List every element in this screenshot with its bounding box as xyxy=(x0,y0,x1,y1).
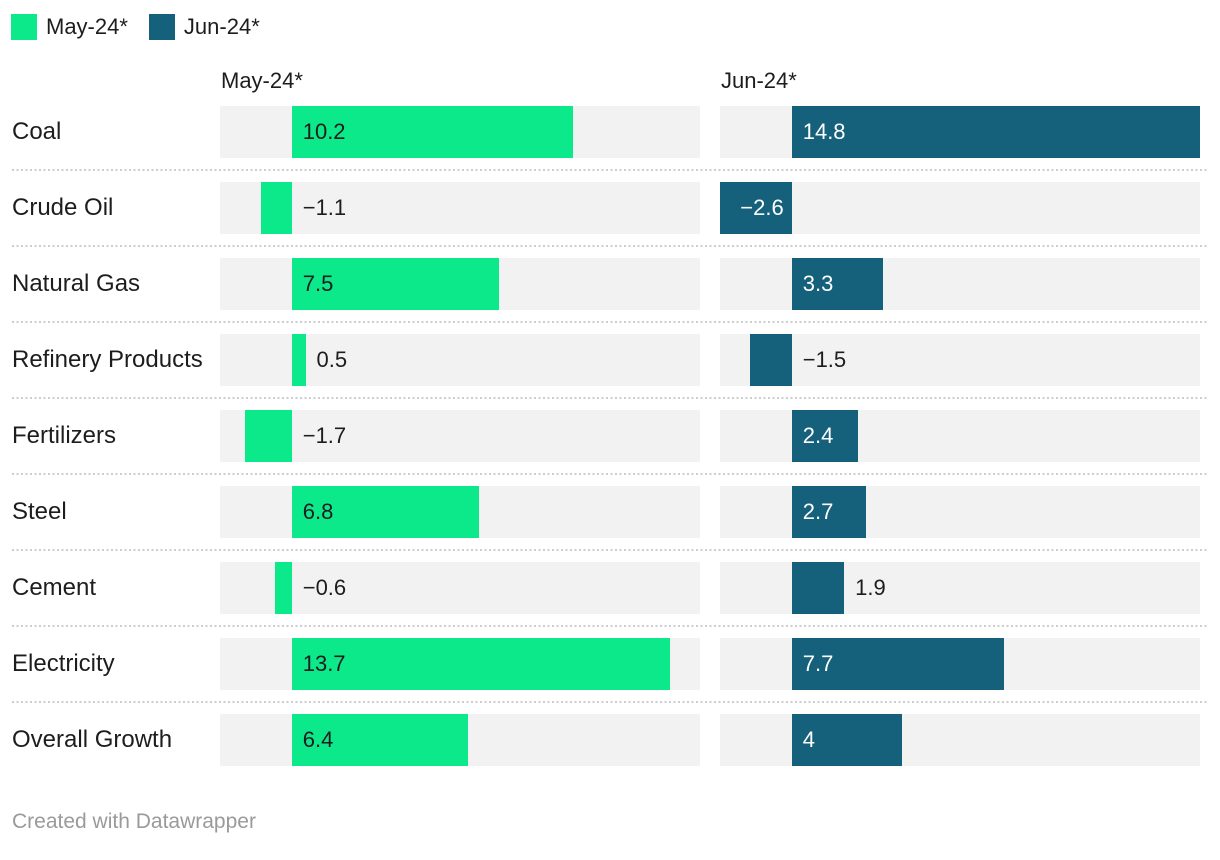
value-label: 14.8 xyxy=(802,119,846,144)
chart-row: Fertilizers −1.7 2.4 xyxy=(12,410,1208,475)
column-header-may: May-24* xyxy=(221,68,303,93)
chart-row: Electricity 13.7 7.7 xyxy=(12,638,1208,703)
bar-track: 6.8 xyxy=(220,486,700,538)
bar-may[interactable] xyxy=(261,182,292,234)
bar-jun[interactable] xyxy=(750,334,792,386)
legend-item-jun: Jun-24* xyxy=(148,14,260,40)
legend-label-may: May-24* xyxy=(46,14,128,39)
bar-may[interactable] xyxy=(291,258,499,310)
bar-track: −2.6 xyxy=(720,182,1200,234)
category-label: Overall Growth xyxy=(12,726,173,753)
bar-track: 14.8 xyxy=(720,106,1200,158)
chart-row: Natural Gas 7.5 3.3 xyxy=(12,258,1208,323)
value-label: 13.7 xyxy=(302,651,346,676)
category-label: Electricity xyxy=(12,650,115,677)
chart-footer: Created with Datawrapper xyxy=(12,810,1208,834)
column-headers: May-24* Jun-24* xyxy=(0,68,1220,94)
value-label: 2.4 xyxy=(802,423,834,448)
bar-jun[interactable] xyxy=(791,258,883,310)
category-label: Steel xyxy=(12,498,67,525)
value-label: −1.7 xyxy=(302,423,347,448)
value-label: −1.5 xyxy=(802,347,847,372)
chart-row: Crude Oil −1.1 −2.6 xyxy=(12,182,1208,247)
bar-may[interactable] xyxy=(275,562,292,614)
legend: May-24* Jun-24* xyxy=(11,14,1220,40)
category-label: Fertilizers xyxy=(12,422,117,449)
bar-jun[interactable] xyxy=(791,714,903,766)
bar-may[interactable] xyxy=(291,714,469,766)
column-header-jun: Jun-24* xyxy=(721,68,797,93)
bar-jun[interactable] xyxy=(791,410,858,462)
value-label: 1.9 xyxy=(855,575,886,600)
bar-track: 13.7 xyxy=(220,638,700,690)
value-label: 3.3 xyxy=(802,271,834,296)
value-label: 10.2 xyxy=(302,119,346,144)
legend-swatch-may-icon xyxy=(11,14,37,40)
legend-swatch-jun-icon xyxy=(148,14,175,40)
bar-track: 0.5 xyxy=(220,334,700,386)
chart-row: Coal 10.2 14.8 xyxy=(12,106,1208,171)
value-label: 7.5 xyxy=(302,271,334,296)
bar-track: 6.4 xyxy=(220,714,700,766)
legend-item-may: May-24* xyxy=(11,14,128,40)
bar-track: 7.7 xyxy=(720,638,1200,690)
bar-may[interactable] xyxy=(291,486,480,538)
bar-track: 3.3 xyxy=(720,258,1200,310)
bar-track: −1.1 xyxy=(220,182,700,234)
value-label: 6.8 xyxy=(302,499,334,524)
bar-may[interactable] xyxy=(291,334,306,386)
bar-track: −1.5 xyxy=(720,334,1200,386)
category-label: Refinery Products xyxy=(12,346,203,373)
bar-track: 4 xyxy=(720,714,1200,766)
value-label: −2.6 xyxy=(740,195,784,220)
value-label: 2.7 xyxy=(802,499,834,524)
category-label: Crude Oil xyxy=(12,194,114,221)
bar-may[interactable] xyxy=(291,106,574,158)
value-label: 0.5 xyxy=(316,347,348,372)
bar-may[interactable] xyxy=(244,410,292,462)
chart-row: Overall Growth 6.4 4 xyxy=(12,714,1208,766)
datawrapper-attribution-link[interactable]: Created with Datawrapper xyxy=(12,810,256,833)
bar-track: 2.4 xyxy=(720,410,1200,462)
value-label: 6.4 xyxy=(302,727,334,752)
bar-may[interactable] xyxy=(291,638,670,690)
bar-jun[interactable] xyxy=(791,562,845,614)
chart-row: Steel 6.8 2.7 xyxy=(12,486,1208,551)
bar-jun[interactable] xyxy=(720,182,792,234)
value-label: −0.6 xyxy=(302,575,347,600)
category-label: Natural Gas xyxy=(12,270,141,297)
bar-track: 1.9 xyxy=(720,562,1200,614)
bar-jun[interactable] xyxy=(791,486,867,538)
value-label: 4 xyxy=(802,727,815,752)
chart-row: Refinery Products 0.5 −1.5 xyxy=(12,334,1208,399)
chart-row: Cement −0.6 1.9 xyxy=(12,562,1208,627)
bar-track: −0.6 xyxy=(220,562,700,614)
category-label: Coal xyxy=(12,118,62,145)
bar-track: 2.7 xyxy=(720,486,1200,538)
value-label: −1.1 xyxy=(302,195,347,220)
category-label: Cement xyxy=(12,574,97,601)
bar-jun[interactable] xyxy=(791,638,1005,690)
value-label: 7.7 xyxy=(802,651,834,676)
bar-track: 10.2 xyxy=(220,106,700,158)
legend-label-jun: Jun-24* xyxy=(183,14,260,39)
bar-jun[interactable] xyxy=(791,106,1200,158)
chart-rows: Coal 10.2 14.8 Crude Oil −1.1 −2.6 Natural Gas… xyxy=(0,106,1220,766)
bar-track: −1.7 xyxy=(220,410,700,462)
bar-track: 7.5 xyxy=(220,258,700,310)
